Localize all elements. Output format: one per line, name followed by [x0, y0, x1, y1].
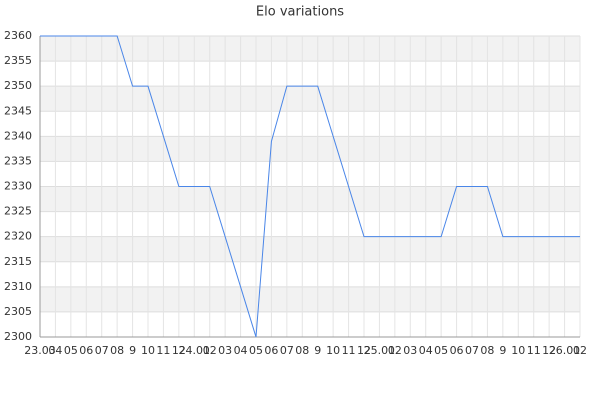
x-tick-label: 12 [357, 344, 371, 357]
y-tick-label: 2335 [4, 154, 32, 167]
plot-band [40, 236, 580, 262]
x-tick-label: 11 [156, 344, 170, 357]
x-tick-label: 03 [403, 344, 417, 357]
plot-band [40, 86, 580, 112]
x-tick-label: 9 [129, 344, 136, 357]
x-tick-label: 23.03 [24, 344, 56, 357]
y-tick-label: 2305 [4, 305, 32, 318]
x-tick-label: 02 [388, 344, 402, 357]
y-tick-label: 2360 [4, 29, 32, 42]
x-tick-label: 11 [527, 344, 541, 357]
y-tick-label: 2345 [4, 104, 32, 117]
y-tick-label: 2325 [4, 205, 32, 218]
x-tick-label: 26.01 [549, 344, 581, 357]
x-tick-label: 25.01 [364, 344, 396, 357]
y-tick-label: 2330 [4, 180, 32, 193]
x-tick-label: 9 [499, 344, 506, 357]
x-tick-label: 04 [48, 344, 62, 357]
chart-title: Elo variations [256, 5, 344, 20]
x-tick-label: 10 [141, 344, 155, 357]
x-tick-label: 06 [79, 344, 93, 357]
plot-band [40, 136, 580, 162]
x-tick-label: 24.01 [179, 344, 211, 357]
x-tick-label: 05 [434, 344, 448, 357]
x-tick-label: 07 [280, 344, 294, 357]
x-tick-label: 06 [264, 344, 278, 357]
y-tick-label: 2320 [4, 230, 32, 243]
y-tick-label: 2300 [4, 330, 32, 343]
x-tick-label: 11 [342, 344, 356, 357]
x-tick-label: 05 [64, 344, 78, 357]
plot-band [40, 186, 580, 212]
x-tick-label: 08 [480, 344, 494, 357]
y-tick-label: 2350 [4, 79, 32, 92]
y-tick-label: 2355 [4, 54, 32, 67]
plot-band [40, 36, 580, 62]
x-tick-label: 07 [95, 344, 109, 357]
x-tick-label: 08 [110, 344, 124, 357]
x-tick-label: 06 [450, 344, 464, 357]
x-tick-label: 02 [573, 344, 587, 357]
x-tick-label: 02 [203, 344, 217, 357]
plot-band [40, 286, 580, 312]
x-tick-label: 10 [511, 344, 525, 357]
x-tick-label: 08 [295, 344, 309, 357]
x-tick-label: 04 [419, 344, 433, 357]
x-tick-label: 03 [218, 344, 232, 357]
y-tick-label: 2340 [4, 129, 32, 142]
x-tick-label: 10 [326, 344, 340, 357]
x-tick-label: 12 [542, 344, 556, 357]
x-tick-label: 12 [172, 344, 186, 357]
x-tick-label: 04 [234, 344, 248, 357]
y-tick-label: 2310 [4, 280, 32, 293]
x-tick-label: 05 [249, 344, 263, 357]
x-tick-label: 9 [314, 344, 321, 357]
y-tick-label: 2315 [4, 255, 32, 268]
series-line [40, 35, 580, 338]
x-tick-label: 07 [465, 344, 479, 357]
